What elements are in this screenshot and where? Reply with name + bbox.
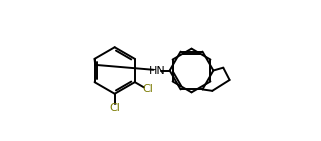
Text: Cl: Cl	[109, 103, 120, 113]
Text: HN: HN	[149, 66, 165, 75]
Text: Cl: Cl	[142, 84, 153, 94]
